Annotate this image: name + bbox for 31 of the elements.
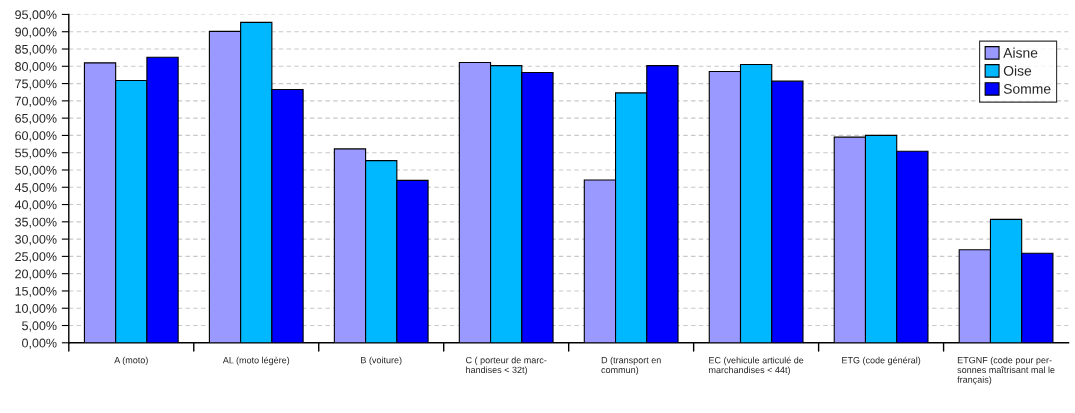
y-tick-label: 5,00% — [22, 321, 57, 332]
x-tick-label: C ( porteur de marc- handises < 32t) — [466, 356, 547, 375]
y-tick-label: 80,00% — [15, 62, 57, 73]
y-tick-label: 10,00% — [15, 304, 57, 315]
y-tick-label: 70,00% — [15, 96, 57, 107]
legend-label: Aisne — [1003, 47, 1038, 58]
y-tick-label: 85,00% — [15, 44, 57, 56]
y-tick-label: 45,00% — [14, 183, 57, 194]
x-tick-label: EC (vehicule articulé de marchandises < 44t) — [709, 356, 804, 375]
x-tick-label: A (moto) — [114, 356, 148, 366]
y-tick-label: 50,00% — [15, 165, 57, 177]
legend-label: Oise — [1003, 65, 1032, 76]
y-tick-label: 20,00% — [15, 269, 57, 280]
y-tick-label: 40,00% — [14, 200, 57, 211]
y-tick-label: 35,00% — [15, 217, 57, 228]
y-tick-label: 90,00% — [15, 27, 57, 38]
y-tick-label: 25,00% — [15, 252, 57, 263]
y-tick-label: 75,00% — [15, 79, 57, 90]
y-tick-label: 55,00% — [15, 148, 57, 159]
x-tick-label: ETGNF (code pour per- sonnes maîtrisant mal le français) — [957, 356, 1055, 385]
y-tick-label: 65,00% — [15, 113, 57, 125]
y-tick-label: 30,00% — [15, 234, 57, 246]
y-tick-label: 15,00% — [15, 286, 57, 298]
x-tick-label: AL (moto légère) — [222, 356, 290, 366]
y-tick-label: 95,00% — [15, 10, 57, 21]
y-tick-label: 0,00% — [22, 338, 57, 349]
x-tick-label: B (voiture) — [361, 356, 402, 366]
x-tick-label: D (transport en commun) — [601, 356, 661, 375]
x-tick-label: ETG (code général) — [842, 356, 921, 366]
legend-label: Somme — [1003, 83, 1051, 94]
y-tick-label: 60,00% — [15, 131, 57, 142]
